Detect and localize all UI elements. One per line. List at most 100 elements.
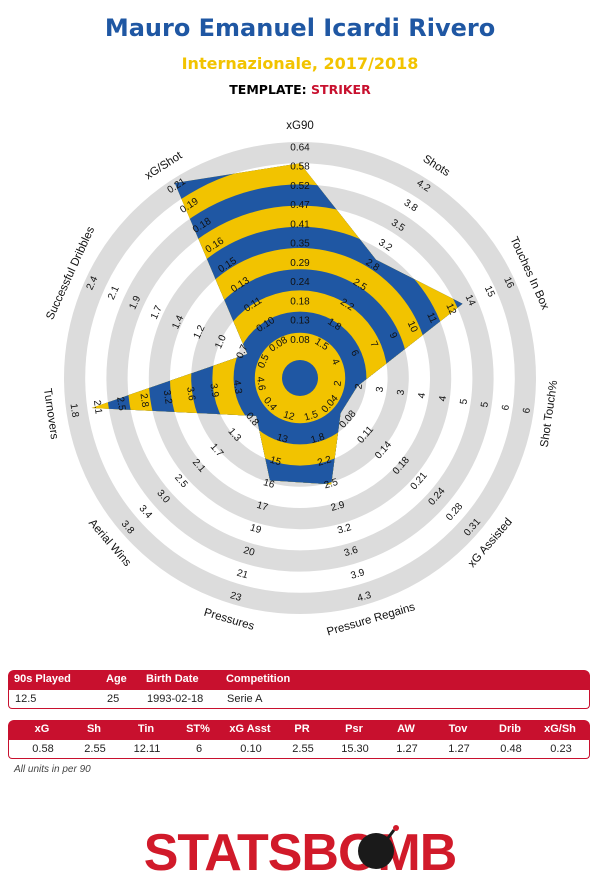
stats-header-aw: AW [397,723,415,735]
tick-label: 5 [479,401,491,409]
tick-label: 1.2 [192,323,208,341]
tick-label: 0.35 [290,239,310,250]
tick-label: 2.1 [106,284,122,302]
tick-label: 3 [374,386,386,394]
tick-label: 15 [482,284,497,299]
info-table-header: 90s Played Age Birth Date Competition [8,670,590,690]
info-table-row: 12.5 25 1993-02-18 Serie A [8,690,590,709]
tick-label: 1.9 [127,294,143,312]
tick-label: 6 [500,404,512,412]
stats-table-row: 0.58 2.55 12.11 6 0.10 2.55 15.30 1.27 1… [8,740,590,759]
tick-label: 4.6 [254,376,267,392]
tick-label: 4 [416,392,428,400]
axis-label: xG90 [286,120,314,132]
scale-ring [64,142,536,614]
axis-label: Turnovers [41,388,60,441]
player-name-title: Mauro Emanuel Icardi Rivero [104,14,496,42]
tick-label: 4 [437,395,449,403]
tick-label: 0.13 [290,316,310,327]
tick-label: 0.5 [256,353,272,371]
stats-table-header: xG Sh Tin ST% xG Asst PR Psr AW Tov Drib… [8,720,590,740]
tick-label: 23 [229,590,243,604]
stats-value-xg: 0.58 [32,743,54,755]
stats-value-xgasst: 0.10 [240,743,262,755]
tick-label: 0.29 [290,258,310,269]
tick-label: 7 [367,340,379,350]
tick-label: 0.18 [290,296,310,307]
stats-header-xg: xG [34,723,50,735]
template-value: STRIKER [311,82,371,97]
info-header-90s: 90s Played [14,673,71,685]
tick-label: 3.9 [207,383,220,399]
units-footnote: All units in per 90 [14,764,91,775]
tick-label: 4.3 [356,590,373,605]
stats-header-tov: Tov [448,723,468,735]
template-prefix: TEMPLATE: [229,82,307,97]
template-label: TEMPLATE: STRIKER [0,82,600,97]
tick-label: 2.4 [85,274,101,292]
tick-label: 2.2 [316,454,333,469]
tick-label: 4 [329,357,341,367]
info-value-competition: Serie A [227,693,263,705]
statsbomb-logo: STATSBOMB [144,824,458,880]
tick-label: 1.0 [213,333,229,351]
tick-label: 12 [282,409,296,423]
tick-label: 0.64 [290,142,310,153]
tick-label: 16 [262,477,276,491]
stats-header-psr: Psr [345,723,363,735]
radar-center [282,360,318,396]
axis-label: Shots [421,153,452,179]
bomb-icon [358,825,399,869]
stats-value-tov: 1.27 [448,743,470,755]
tick-label: 17 [255,500,269,514]
tick-label: 0.7 [235,343,251,361]
stats-table: xG Sh Tin ST% xG Asst PR Psr AW Tov Drib… [8,720,590,759]
tick-label: 3.2 [336,522,353,537]
tick-label: 0.08 [290,335,310,346]
stats-value-tin: 12.11 [133,743,161,755]
tick-label: 6 [521,407,533,415]
tick-label: 2.8 [137,393,150,409]
player-info-table: 90s Played Age Birth Date Competition 12… [8,670,590,709]
stats-header-xgasst: xG Asst [229,723,271,735]
tick-label: 15 [269,455,283,469]
stats-header-xgsh: xG/Sh [544,723,576,735]
tick-label: 9 [387,331,399,341]
tick-label: 3 [395,389,407,397]
stats-value-psr: 15.30 [341,743,369,755]
tick-label: 5 [458,398,470,406]
tick-label: 3.2 [161,389,174,405]
stats-value-pr: 2.55 [292,743,314,755]
info-header-age: Age [106,673,127,685]
tick-label: 12 [443,302,458,317]
stats-value-st: 6 [195,743,203,755]
stats-value-aw: 1.27 [396,743,418,755]
tick-label: 3.6 [184,386,197,402]
tick-label: 3.4 [137,503,155,521]
stats-header-tin: Tin [137,723,155,735]
tick-label: 3.8 [402,198,420,215]
tick-label: 1.7 [149,304,165,322]
stats-header-pr: PR [294,723,310,735]
tick-label: 0.47 [290,200,310,211]
tick-label: 2.1 [91,399,104,415]
info-value-90s: 12.5 [15,693,37,705]
team-season-subtitle: Internazionale, 2017/2018 [181,54,419,73]
tick-label: 13 [275,432,289,446]
tick-label: 0.58 [290,162,310,173]
tick-label: 14 [463,293,478,308]
tick-label: 6 [348,348,360,358]
stats-value-xgsh: 0.23 [550,743,572,755]
tick-label: 2.5 [114,396,127,412]
tick-label: 3.9 [349,567,366,582]
tick-label: 1.4 [170,313,186,331]
tick-label: 2.5 [323,477,340,492]
stats-value-drib: 0.48 [500,743,522,755]
tick-label: 0.41 [290,219,310,230]
tick-label: 16 [501,275,516,290]
stats-value-sh: 2.55 [84,743,106,755]
tick-label: 2 [333,380,345,388]
info-value-age: 25 [107,693,120,705]
tick-label: 2 [353,383,365,391]
tick-label: 21 [235,568,249,582]
